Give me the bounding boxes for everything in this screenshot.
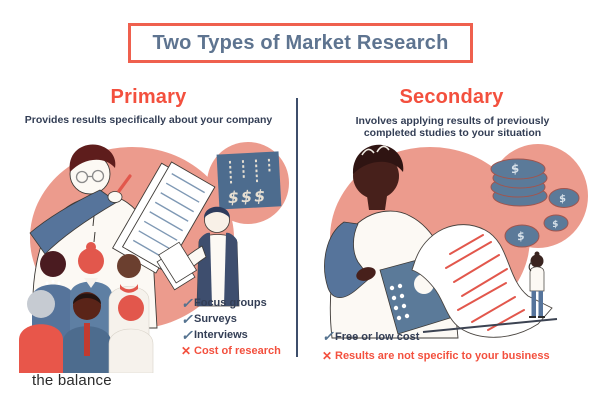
secondary-illustration: $ $ $ $ bbox=[324, 144, 588, 339]
primary-subtitle: Provides results specifically about your… bbox=[24, 114, 273, 126]
panel-divider bbox=[296, 98, 298, 357]
coin-dollar-marks: $ $ $ $ bbox=[510, 161, 568, 243]
check-icon: ✓ bbox=[181, 294, 193, 311]
cross-icon: ✕ bbox=[181, 344, 192, 358]
dollar-signs: $$$ bbox=[227, 186, 267, 207]
writing-arm bbox=[29, 174, 132, 255]
checklist-item: ✓ Focus groups bbox=[181, 295, 281, 311]
focus-group-crowd bbox=[19, 242, 154, 373]
handout-papers bbox=[156, 241, 198, 291]
primary-checklist: ✓ Focus groups ✓ Surveys ✓ Interviews ✕ … bbox=[181, 295, 281, 359]
svg-text:$: $ bbox=[516, 229, 526, 243]
receipt-icon bbox=[411, 224, 558, 338]
checklist-item: ✓ Free or low cost bbox=[322, 327, 550, 346]
money-chart-icon: $$$ bbox=[216, 151, 282, 210]
svg-text:$: $ bbox=[510, 161, 521, 176]
checklist-label: Interviews bbox=[194, 329, 248, 341]
secondary-heading: Secondary bbox=[399, 86, 504, 108]
checklist-item: ✓ Interviews bbox=[181, 327, 281, 343]
checklist-label: Results are not specific to your busines… bbox=[335, 349, 550, 362]
check-icon: ✓ bbox=[181, 310, 193, 327]
checklist-item: ✓ Surveys bbox=[181, 311, 281, 327]
receipt-text-lines bbox=[445, 234, 525, 331]
cross-icon: ✕ bbox=[322, 348, 333, 363]
coins-icon bbox=[490, 158, 580, 248]
hand bbox=[356, 267, 376, 281]
primary-heading: Primary bbox=[110, 86, 187, 108]
checklist-item: ✕ Cost of research bbox=[181, 343, 281, 359]
checklist-label: Surveys bbox=[194, 313, 237, 325]
checklist-item: ✕ Results are not specific to your busin… bbox=[322, 346, 550, 365]
clipboard-survey bbox=[112, 161, 216, 274]
brand-logo: the balance bbox=[32, 372, 112, 389]
primary-illustration: $$$ bbox=[19, 142, 289, 373]
receipt-shadow bbox=[422, 318, 558, 333]
secondary-subtitle: Involves applying results of previously … bbox=[355, 115, 550, 139]
svg-text:$: $ bbox=[558, 193, 567, 205]
check-icon: ✓ bbox=[322, 328, 334, 344]
checklist-label: Free or low cost bbox=[335, 330, 420, 343]
page-title: Two Types of Market Research bbox=[152, 31, 449, 54]
checklist-label: Focus groups bbox=[194, 297, 267, 309]
pencil-icon bbox=[117, 174, 132, 193]
bystander-figure bbox=[528, 251, 545, 318]
check-icon: ✓ bbox=[181, 326, 193, 343]
assistant-figure bbox=[156, 206, 240, 307]
checklist-label: Cost of research bbox=[194, 345, 281, 357]
svg-text:$: $ bbox=[551, 219, 559, 230]
title-box: Two Types of Market Research bbox=[128, 23, 473, 63]
secondary-checklist: ✓ Free or low cost ✕ Results are not spe… bbox=[322, 327, 550, 365]
